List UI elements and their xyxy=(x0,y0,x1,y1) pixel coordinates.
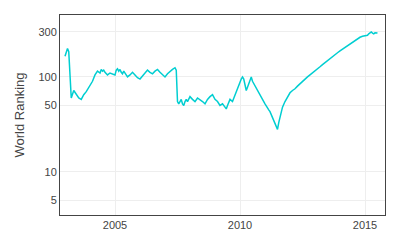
svg-text:2005: 2005 xyxy=(103,219,127,231)
svg-text:World Ranking: World Ranking xyxy=(12,72,27,157)
svg-text:2015: 2015 xyxy=(353,219,377,231)
svg-text:50: 50 xyxy=(45,99,57,111)
svg-text:300: 300 xyxy=(38,26,56,38)
svg-text:2010: 2010 xyxy=(228,219,252,231)
svg-text:100: 100 xyxy=(38,71,56,83)
svg-text:10: 10 xyxy=(45,166,57,178)
svg-text:5: 5 xyxy=(51,194,57,206)
